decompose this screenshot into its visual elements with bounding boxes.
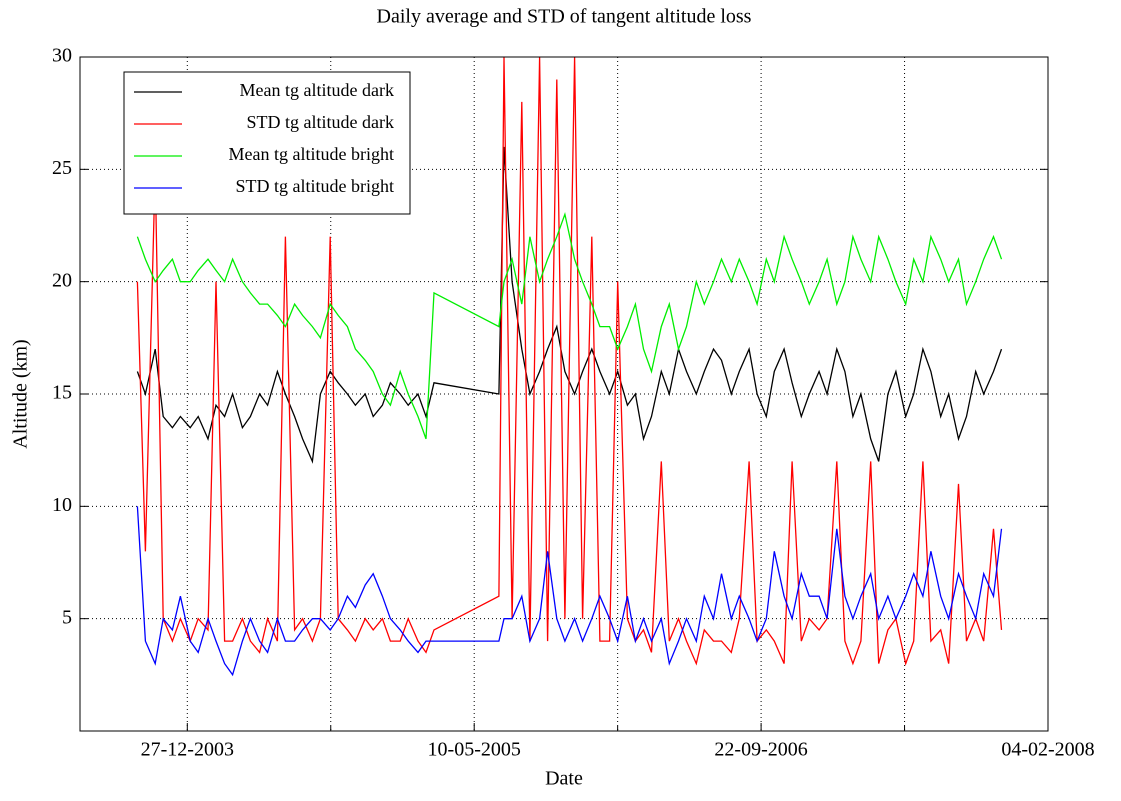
legend-label: Mean tg altitude dark: [240, 80, 394, 100]
legend-label: Mean tg altitude bright: [229, 144, 394, 164]
y-tick-label: 30: [52, 45, 72, 67]
series-line: [136, 506, 1003, 677]
plot-frame: [79, 56, 1049, 732]
legend-label: STD tg altitude bright: [236, 176, 394, 196]
series-line: [136, 146, 1003, 464]
y-tick-label: 15: [52, 382, 72, 404]
legend-label: STD tg altitude dark: [247, 112, 394, 132]
chart-title: Daily average and STD of tangent altitud…: [377, 6, 752, 28]
y-tick-label: 5: [62, 606, 72, 628]
y-tick-label: 20: [52, 269, 72, 291]
series-line: [136, 211, 1003, 440]
x-tick-label: 27-12-2003: [141, 739, 234, 761]
x-axis-label: Date: [545, 768, 583, 790]
x-tick-label: 22-09-2006: [714, 739, 807, 761]
x-tick-label: 04-02-2008: [1001, 739, 1094, 761]
series-line: [136, 57, 1003, 666]
y-axis-label: Altitude (km): [10, 339, 32, 448]
x-tick-label: 10-05-2005: [428, 739, 521, 761]
y-tick-label: 10: [52, 494, 72, 516]
y-tick-label: 25: [52, 157, 72, 179]
legend-box: [123, 71, 411, 215]
